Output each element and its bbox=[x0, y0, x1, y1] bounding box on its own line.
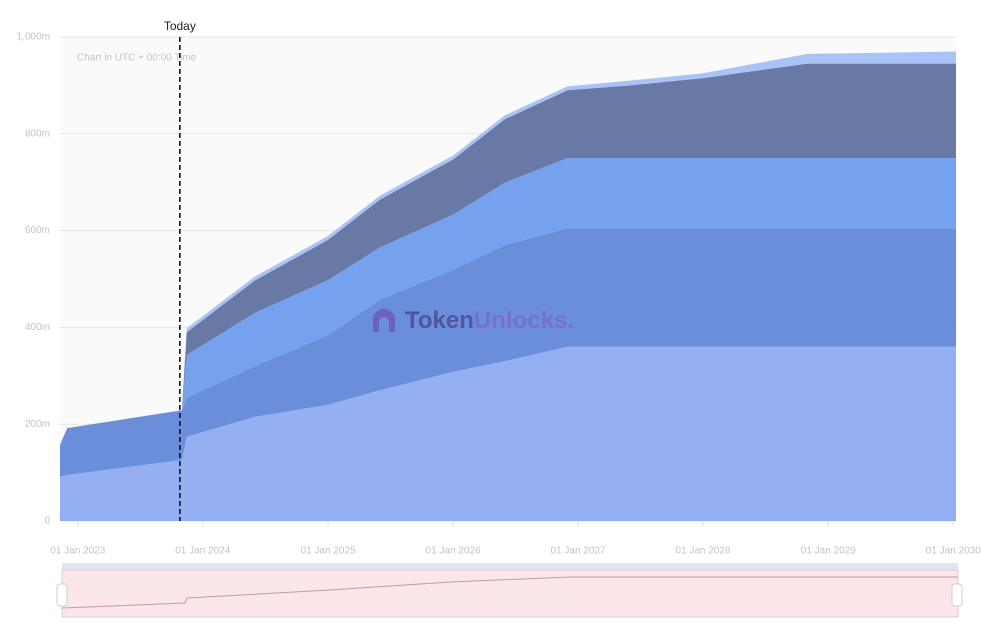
y-tick-label: 0 bbox=[44, 516, 50, 527]
x-tick-label: 01 Jan 2030 bbox=[926, 546, 981, 557]
y-tick-label: 1,000m bbox=[17, 32, 50, 43]
navigator-handle[interactable] bbox=[951, 583, 963, 607]
navigator-handle[interactable] bbox=[56, 583, 68, 607]
area bbox=[60, 158, 956, 445]
navigator-window[interactable] bbox=[61, 569, 959, 618]
x-tick-label: 01 Jan 2028 bbox=[675, 546, 730, 557]
navigator-line bbox=[61, 576, 958, 609]
area bbox=[60, 63, 956, 445]
areas bbox=[60, 51, 956, 521]
x-tick-label: 01 Jan 2025 bbox=[301, 546, 356, 557]
watermark-icon bbox=[373, 309, 395, 332]
x-tick-label: 01 Jan 2023 bbox=[50, 546, 105, 557]
watermark: TokenUnlocks. bbox=[373, 307, 574, 334]
x-tick-label: 01 Jan 2027 bbox=[550, 546, 605, 557]
y-tick-label: 600m bbox=[25, 225, 50, 236]
annotation: Chart in UTC + 00:00 Time bbox=[77, 53, 197, 64]
navigator bbox=[56, 563, 963, 618]
watermark-part: Unlocks. bbox=[474, 307, 574, 334]
x-axis: 01 Jan 2023 01 Jan 2024 01 Jan 2025 01 Jan … bbox=[50, 521, 981, 557]
x-tick-label: 01 Jan 2029 bbox=[801, 546, 856, 557]
area bbox=[60, 228, 956, 477]
y-tick-label: 800m bbox=[25, 128, 50, 139]
y-tick-label: 200m bbox=[25, 419, 50, 430]
today-marker: Today bbox=[164, 19, 196, 521]
watermark-text: TokenUnlocks. bbox=[405, 307, 574, 334]
y-tick-label: 400m bbox=[25, 322, 50, 333]
x-tick-label: 01 Jan 2024 bbox=[175, 546, 230, 557]
today-label: Today bbox=[164, 19, 196, 33]
x-tick-label: 01 Jan 2026 bbox=[426, 546, 481, 557]
navigator-track bbox=[62, 563, 958, 570]
watermark-part: Token bbox=[405, 307, 474, 334]
area bbox=[60, 346, 956, 521]
